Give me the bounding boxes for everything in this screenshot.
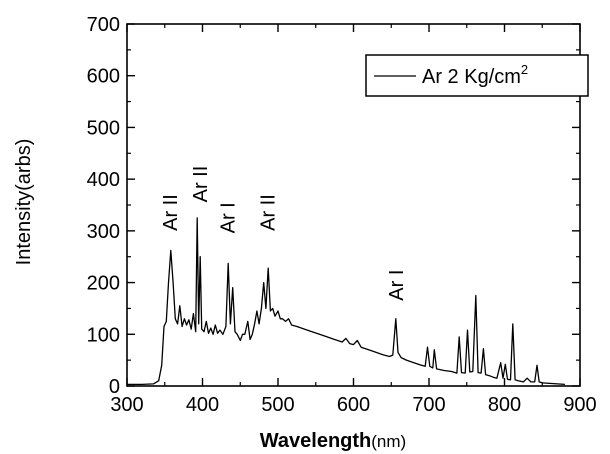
- x-tick-label: 800: [488, 394, 521, 416]
- x-tick-label: 600: [337, 394, 370, 416]
- x-tick-label: 300: [110, 394, 143, 416]
- annotation-label: Ar I: [217, 202, 239, 233]
- annotation-label: Ar II: [257, 194, 279, 231]
- y-tick-label: 700: [87, 14, 120, 36]
- x-tick-label: 900: [563, 394, 596, 416]
- annotation-label: Ar II: [160, 194, 182, 231]
- annotation-label: Ar I: [386, 270, 408, 301]
- series-layer: [127, 217, 565, 386]
- axis-ticks: 300 400 500 600 700 800 900 0 100 200 300 400 500 600…: [87, 14, 597, 416]
- y-tick-label: 300: [87, 221, 120, 243]
- x-tick-label: 400: [186, 394, 219, 416]
- series-line-0: [127, 217, 565, 386]
- y-tick-label: 400: [87, 169, 120, 191]
- x-tick-label: 500: [261, 394, 294, 416]
- y-tick-label: 500: [87, 117, 120, 139]
- x-tick-label: 700: [412, 394, 445, 416]
- y-tick-label: 600: [87, 66, 120, 88]
- y-axis-label: Intensity(arbs): [13, 139, 35, 266]
- x-axis-label: Wavelength(nm): [260, 430, 406, 452]
- legend-label: Ar 2 Kg/cm2: [422, 62, 528, 88]
- y-tick-label: 100: [87, 324, 120, 346]
- y-tick-label: 0: [109, 376, 120, 398]
- legend: Ar 2 Kg/cm2: [365, 54, 589, 97]
- y-tick-label: 200: [87, 273, 120, 295]
- annotation-label: Ar II: [190, 166, 212, 203]
